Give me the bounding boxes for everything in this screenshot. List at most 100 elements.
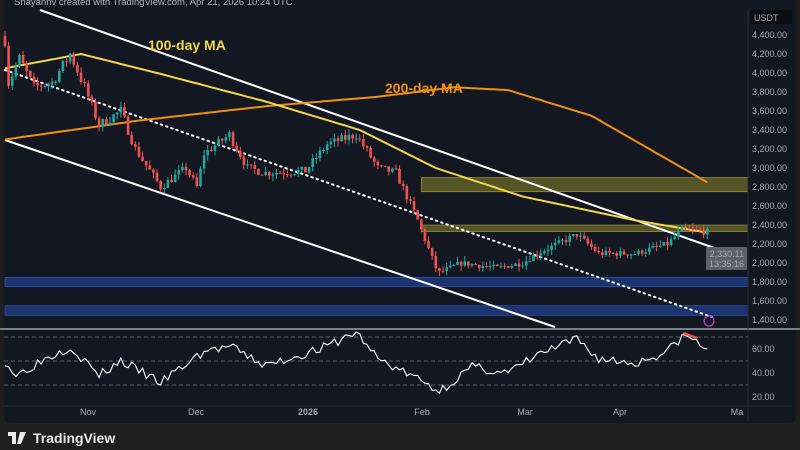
candle-body <box>611 252 615 254</box>
tradingview-logo[interactable]: TradingView <box>8 430 115 446</box>
candle-body <box>705 228 709 235</box>
candle <box>213 142 217 156</box>
candle <box>456 256 459 266</box>
candle <box>517 258 521 272</box>
candle <box>409 196 412 205</box>
candle <box>463 255 467 267</box>
rsi-tick: 20.00 <box>752 392 775 402</box>
candle <box>58 68 61 83</box>
candle-body <box>358 138 362 140</box>
candle-body <box>351 134 354 139</box>
candle <box>195 173 199 188</box>
candle <box>152 168 155 179</box>
candle-body <box>420 219 423 229</box>
candle-body <box>524 261 528 266</box>
candle <box>220 137 224 145</box>
candle-body <box>398 168 401 184</box>
candle-body <box>293 174 296 176</box>
candle <box>572 233 575 238</box>
candle <box>296 166 300 177</box>
candle <box>343 130 347 144</box>
candle-body <box>481 266 485 268</box>
candle-body <box>394 168 398 170</box>
candle <box>655 241 658 252</box>
last-price-tag <box>706 247 747 270</box>
candle-body <box>275 172 278 175</box>
candle-body <box>137 146 141 157</box>
candle-body <box>619 251 622 256</box>
candle <box>597 246 600 254</box>
candle <box>184 162 188 176</box>
candle-body <box>622 251 626 255</box>
candle-body <box>438 268 441 271</box>
candle-body <box>296 169 300 175</box>
candle <box>108 116 112 126</box>
candle <box>188 168 191 178</box>
candle-body <box>336 138 340 142</box>
candle-body <box>383 165 387 167</box>
candle <box>662 241 666 247</box>
candle <box>115 111 119 120</box>
candle <box>499 262 503 269</box>
candle-body <box>76 64 79 73</box>
candle <box>7 41 10 89</box>
candle <box>376 159 380 170</box>
candle <box>561 238 564 246</box>
candle-body <box>604 250 608 255</box>
candle <box>470 263 474 268</box>
candle <box>474 262 477 266</box>
candle <box>231 130 235 149</box>
candle <box>705 226 709 239</box>
candle <box>347 129 351 145</box>
candle <box>496 263 499 267</box>
price-tick: 1,400.00 <box>752 315 787 325</box>
candle <box>398 165 401 184</box>
candle <box>155 168 159 183</box>
candle-body <box>702 230 705 235</box>
candle <box>18 53 21 69</box>
candle <box>134 141 137 151</box>
candle-body <box>239 150 242 158</box>
candle <box>112 113 115 125</box>
candle-body <box>199 168 202 187</box>
candle <box>311 153 314 172</box>
candle-body <box>108 122 112 125</box>
candle <box>50 77 54 90</box>
candle-body <box>304 166 307 173</box>
time-tick: Feb <box>414 407 430 417</box>
candle <box>677 227 680 240</box>
candle-body <box>593 246 597 252</box>
candle <box>333 133 336 148</box>
candle-body <box>278 172 282 174</box>
candle <box>271 171 275 182</box>
candle-body <box>206 149 210 156</box>
price-tick: 4,000.00 <box>752 68 787 78</box>
candle <box>206 144 210 161</box>
candle-body <box>648 247 651 253</box>
candle <box>282 168 286 180</box>
candle <box>532 252 535 262</box>
candle <box>307 166 311 174</box>
candle-body <box>14 66 18 77</box>
candle-body <box>325 144 329 151</box>
candle-body <box>673 236 676 240</box>
time-tick: Nov <box>80 407 97 417</box>
candle <box>47 82 50 92</box>
candle <box>575 233 579 240</box>
candle <box>648 243 651 255</box>
candle-body <box>467 261 470 266</box>
candle-body <box>166 179 170 188</box>
candle <box>488 260 492 271</box>
candle-body <box>329 141 333 145</box>
candle-body <box>597 251 600 253</box>
candle-body <box>499 265 503 267</box>
candle-body <box>655 245 658 247</box>
candle-body <box>434 255 438 269</box>
candle-body <box>695 229 698 231</box>
candle-body <box>698 229 702 231</box>
price-tick: 2,400.00 <box>752 220 787 230</box>
rsi-tick: 40.00 <box>752 368 775 378</box>
price-chart[interactable]: 100-day MA 200-day MA USDT 4,400.00 4,200.0… <box>0 0 800 425</box>
candle <box>65 56 68 67</box>
candle <box>253 160 257 175</box>
